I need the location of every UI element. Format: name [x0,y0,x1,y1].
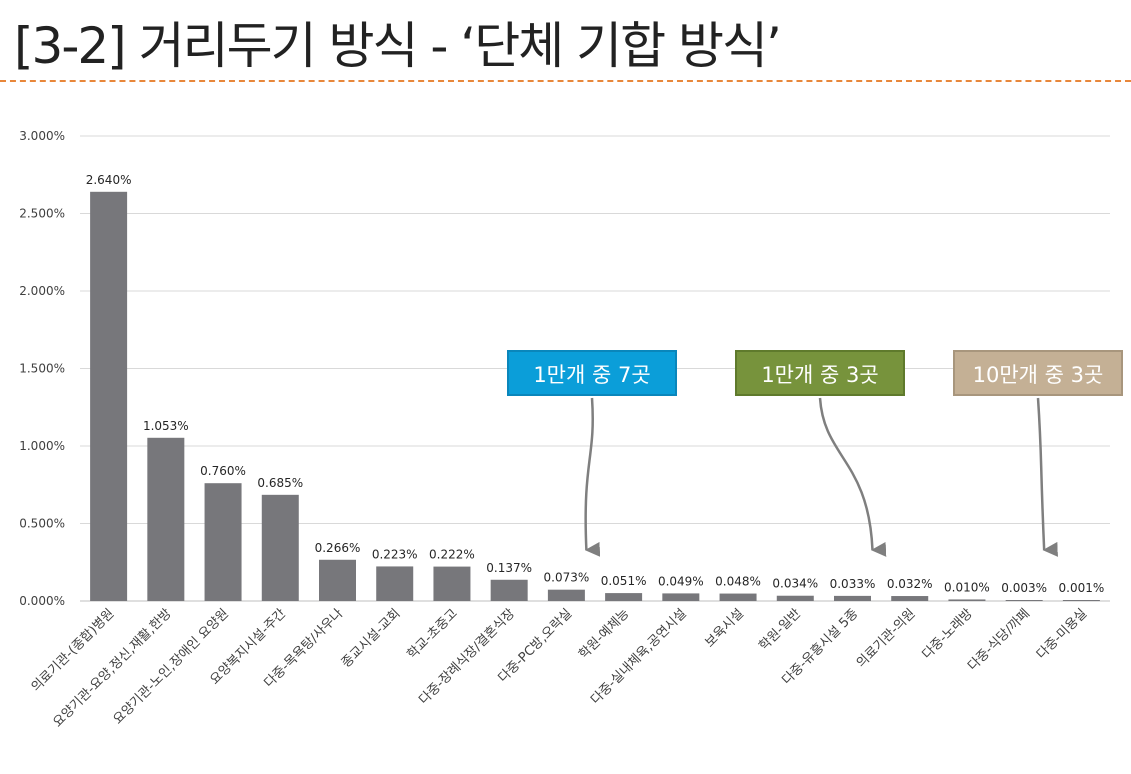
bar [834,595,871,601]
bar [1005,600,1043,601]
y-tick-label: 1.000% [19,439,65,453]
y-tick-label: 3.000% [19,129,65,143]
data-label: 0.051% [601,574,647,588]
data-label: 0.073% [544,571,590,585]
callout-label: 10만개 중 3곳 [953,350,1123,396]
bar [261,494,299,601]
bar [147,437,185,601]
bar [376,566,414,601]
bar [433,566,471,601]
callout-arrow [1036,397,1058,557]
y-tick-label: 2.000% [19,284,65,298]
data-label: 0.048% [715,575,761,589]
data-label: 0.760% [200,464,246,478]
bar [719,593,757,601]
y-tick-label: 1.500% [19,362,65,376]
x-tick-label: 요양기관-요양,정신,재활,한방 [50,606,174,730]
x-tick-label: 다중-장례식장/결혼식장 [416,606,518,708]
callout-arrows [584,397,1058,557]
slide-title: [3-2] 거리두기 방식 - ‘단체 기합 방식’ [14,17,782,75]
x-tick-label: 학교-초중고 [405,606,461,662]
x-tick-label: 다중-미용실 [1034,606,1090,662]
x-tick-label: 다중-실내체육,공연시설 [588,606,689,707]
data-label: 2.640% [86,173,132,187]
x-tick-label: 요양기관-노인,장애인 요양원 [111,606,232,727]
bar [204,483,242,601]
y-tick-label: 0.500% [19,517,65,531]
x-tick-label: 다중-노래방 [920,606,976,662]
gridlines [80,135,1110,602]
callout-label: 1만개 중 3곳 [735,350,905,396]
bar [662,593,700,601]
x-tick-label: 학원-일반 [756,606,804,654]
bar [90,191,128,602]
data-label: 0.266% [315,541,361,555]
bar [490,579,528,601]
data-label: 0.049% [658,574,704,588]
bar [891,596,929,601]
title-divider [0,80,1131,82]
y-axis-labels: 0.000% 0.500% 1.000% 1.500% 2.000% 2.500% 3.00… [19,129,65,608]
data-label: 0.033% [830,577,876,591]
bar [776,595,814,601]
bar [547,589,585,601]
bars [90,191,1100,602]
data-label: 0.001% [1059,581,1105,595]
y-tick-label: 2.500% [19,207,65,221]
callout-arrow [818,397,887,557]
data-label: 0.137% [486,561,532,575]
data-label: 0.222% [429,548,475,562]
data-label: 0.034% [772,577,818,591]
x-tick-label: 보육시설 [702,606,746,650]
data-label: 0.223% [372,547,418,561]
callout-label: 1만개 중 7곳 [507,350,677,396]
data-label: 1.053% [143,419,189,433]
bar [1062,600,1100,601]
data-label: 0.685% [257,476,303,490]
data-label: 0.032% [887,577,933,591]
x-tick-label: 다중-식당/까페 [965,606,1033,674]
x-tick-label: 의료기관-의원 [854,606,919,671]
x-tick-label: 종교시설-교회 [339,606,404,671]
y-tick-label: 0.000% [19,594,65,608]
callout-arrow [584,397,601,557]
data-label: 0.003% [1001,581,1047,595]
data-label: 0.010% [944,580,990,594]
x-tick-label: 학원-예체능 [576,606,632,662]
bar [319,559,356,601]
data-labels: 2.640% 1.053% 0.760% 0.685% 0.266% 0.223% 0.22… [86,173,1105,595]
bar [948,599,986,601]
bar [605,593,643,601]
